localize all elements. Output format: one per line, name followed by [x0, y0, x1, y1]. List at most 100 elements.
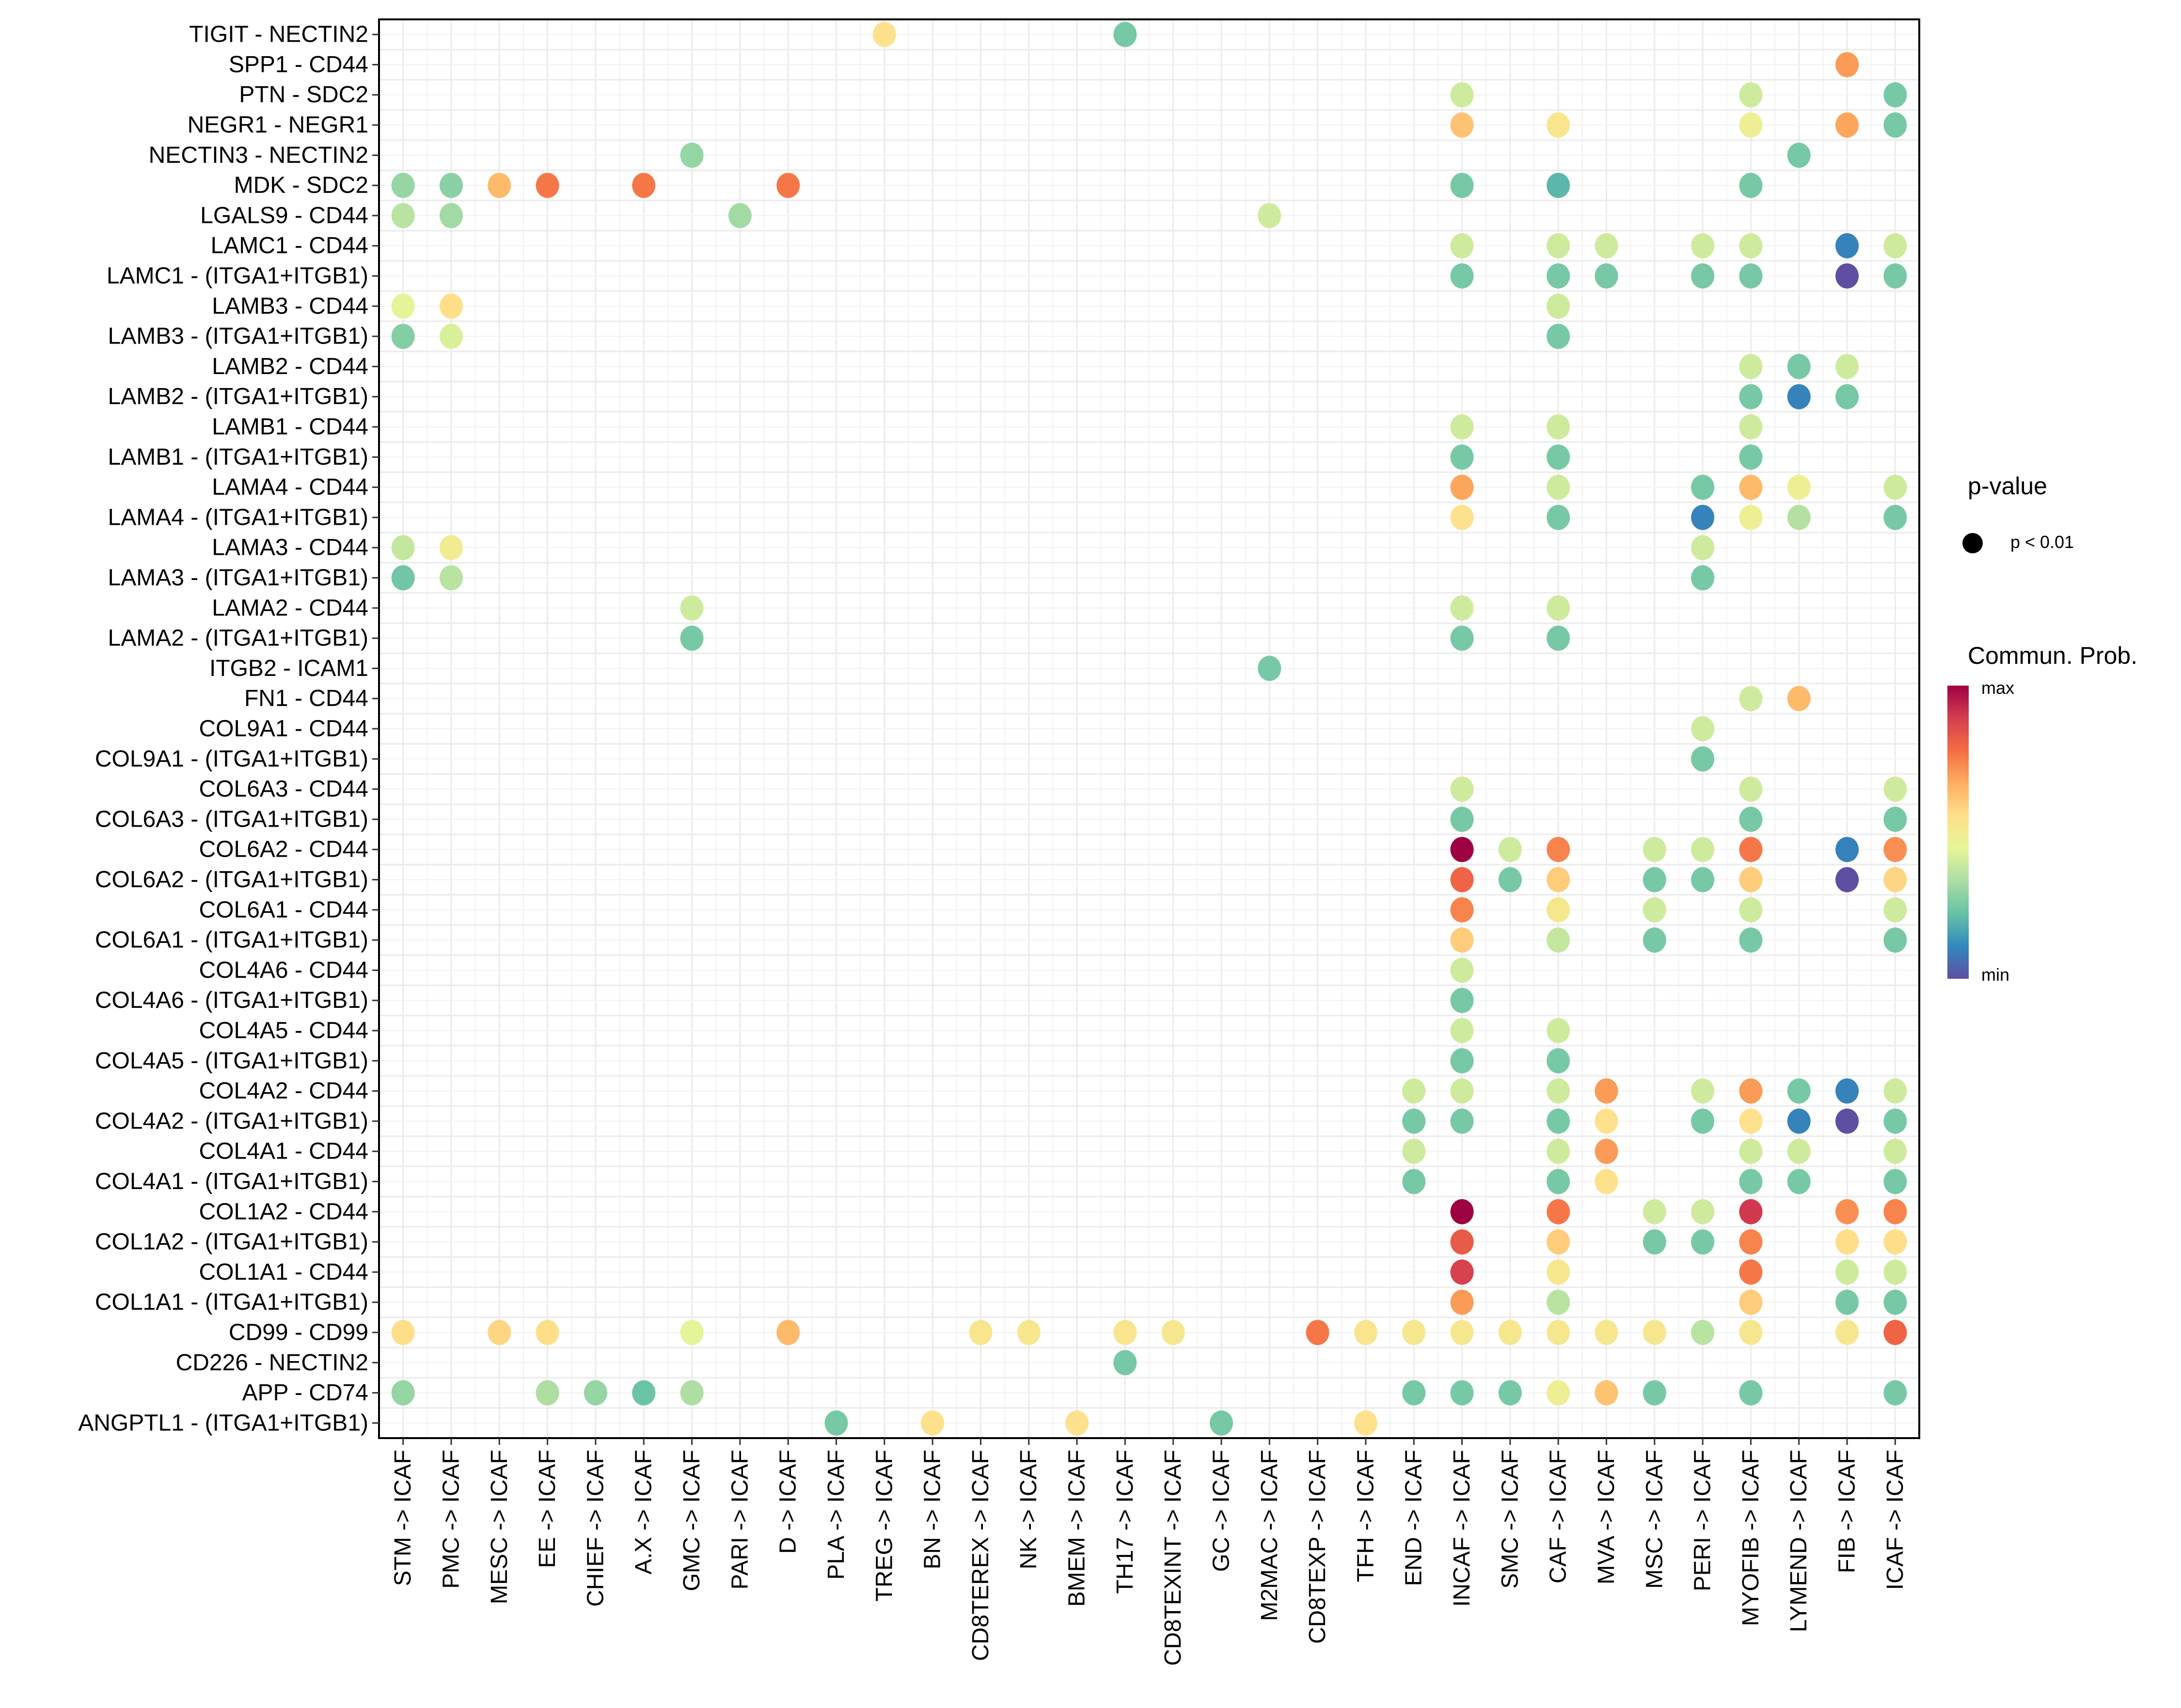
data-point [1595, 1108, 1618, 1134]
data-point [1691, 1078, 1715, 1104]
data-point [1450, 1108, 1474, 1134]
x-tick-label: INCAF -> ICAF [1449, 1450, 1475, 1607]
y-tick-label: COL4A6 - (ITGA1+ITGB1) [95, 987, 368, 1013]
data-point [1643, 1229, 1666, 1255]
data-point [1739, 806, 1763, 832]
y-tick-label: NECTIN3 - NECTIN2 [149, 142, 368, 168]
x-tick-label: GMC -> ICAF [679, 1450, 705, 1591]
data-point [391, 535, 415, 561]
data-point [1450, 414, 1474, 440]
data-point [1835, 1319, 1859, 1345]
y-tick-label: LAMA2 - (ITGA1+ITGB1) [108, 626, 368, 651]
y-tick-label: COL6A2 - (ITGA1+ITGB1) [95, 867, 368, 893]
data-point [1835, 384, 1859, 409]
data-point [1883, 1199, 1907, 1224]
x-tick-label: TFH -> ICAF [1353, 1450, 1378, 1582]
y-tick-label: COL6A1 - (ITGA1+ITGB1) [95, 927, 368, 953]
data-point [1547, 1018, 1570, 1043]
data-point [1113, 1350, 1137, 1376]
data-point [439, 324, 463, 349]
data-point [1739, 1319, 1763, 1345]
data-point [1547, 474, 1570, 500]
x-tick-label: MESC -> ICAF [487, 1450, 512, 1604]
data-point [1450, 172, 1474, 198]
data-point [1739, 776, 1763, 802]
data-point [680, 626, 704, 651]
y-tick-label: LAMB1 - CD44 [212, 414, 368, 440]
data-point [1402, 1319, 1426, 1345]
data-point [1450, 957, 1474, 983]
legend-pvalue-title: p-value [1968, 472, 2047, 500]
data-point [1739, 1139, 1763, 1164]
y-tick-label: COL1A1 - CD44 [199, 1259, 368, 1285]
data-point [1643, 837, 1666, 862]
x-tick-label: FIB -> ICAF [1834, 1450, 1860, 1573]
data-point [1547, 504, 1570, 530]
data-point [439, 535, 463, 561]
data-point [391, 1380, 415, 1406]
data-point [1450, 776, 1474, 802]
x-tick-label: CD8TEXINT -> ICAF [1160, 1450, 1186, 1666]
x-tick-label: CD8TEREX -> ICAF [968, 1450, 994, 1661]
data-point [1787, 1139, 1811, 1164]
data-point [1547, 414, 1570, 440]
data-point [1691, 474, 1715, 500]
data-point [1306, 1319, 1329, 1345]
data-point [1787, 686, 1811, 711]
data-point [1691, 1229, 1715, 1255]
data-point [1450, 1018, 1474, 1043]
y-tick-label: LAMA2 - CD44 [212, 595, 368, 621]
colorbar-min-label: min [1981, 965, 2009, 985]
data-point [1498, 867, 1522, 893]
x-tick-label: PMC -> ICAF [438, 1450, 464, 1589]
data-point [1739, 897, 1763, 923]
data-point [439, 172, 463, 198]
legend-pvalue-label: p < 0.01 [2010, 532, 2074, 552]
data-point [1547, 1229, 1570, 1255]
data-point [1883, 837, 1907, 862]
y-tick-label: COL6A1 - CD44 [199, 897, 368, 923]
y-tick-label: CD226 - NECTIN2 [176, 1350, 368, 1376]
data-point [1883, 867, 1907, 893]
data-point [1402, 1380, 1426, 1406]
y-tick-label: LAMA4 - (ITGA1+ITGB1) [108, 504, 368, 530]
data-point [1883, 1108, 1907, 1134]
data-point [1595, 1139, 1618, 1164]
data-point [1547, 837, 1570, 862]
data-point [1450, 1078, 1474, 1104]
y-tick-label: LAMB3 - (ITGA1+ITGB1) [108, 324, 368, 349]
data-point [1547, 1199, 1570, 1224]
data-point [1883, 1078, 1907, 1104]
data-point [632, 172, 656, 198]
data-point [1739, 444, 1763, 470]
x-tick-label: CHIEF -> ICAF [583, 1450, 608, 1607]
data-point [680, 142, 704, 168]
data-point [1691, 565, 1715, 591]
data-point [1643, 1380, 1666, 1406]
data-point [1595, 263, 1618, 289]
data-point [1739, 414, 1763, 440]
x-tick-label: MSC -> ICAF [1642, 1450, 1667, 1589]
y-axis: TIGIT - NECTIN2 SPP1 - CD44 PTN - SDC2 NEGR… [78, 22, 379, 1436]
data-point [1595, 1380, 1618, 1406]
x-tick-label: STM -> ICAF [390, 1450, 416, 1586]
data-point [1643, 1199, 1666, 1224]
data-point [1787, 1169, 1811, 1194]
data-point [1739, 1199, 1763, 1224]
data-point [1739, 1169, 1763, 1194]
legend: p-value p < 0.01 Commun. Prob. max min [1947, 472, 2137, 985]
data-point [1787, 142, 1811, 168]
data-point [1450, 1048, 1474, 1074]
data-point [1547, 233, 1570, 259]
y-tick-label: COL6A3 - (ITGA1+ITGB1) [95, 806, 368, 832]
x-tick-label: EE -> ICAF [535, 1450, 560, 1568]
data-point [1450, 837, 1474, 862]
y-tick-label: ANGPTL1 - (ITGA1+ITGB1) [78, 1410, 368, 1436]
data-point [1450, 504, 1474, 530]
data-point [1161, 1319, 1185, 1345]
y-tick-label: LAMA3 - (ITGA1+ITGB1) [108, 565, 368, 591]
data-point [1547, 293, 1570, 319]
data-point [1883, 233, 1907, 259]
data-point [1547, 1380, 1570, 1406]
data-point [536, 172, 559, 198]
